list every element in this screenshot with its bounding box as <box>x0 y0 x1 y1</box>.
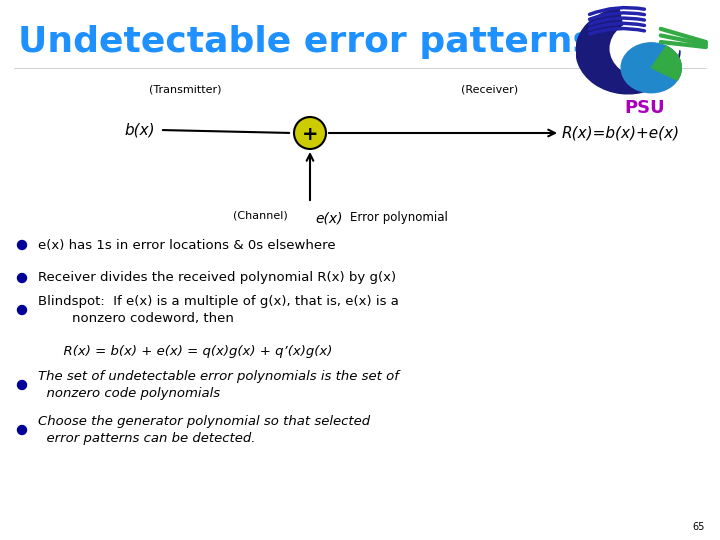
Circle shape <box>621 43 681 93</box>
Text: b(x): b(x) <box>125 123 155 138</box>
Circle shape <box>17 381 27 389</box>
Circle shape <box>294 117 326 149</box>
FancyArrowPatch shape <box>590 29 644 34</box>
Wedge shape <box>576 8 680 94</box>
Text: Receiver divides the received polynomial R(x) by g(x): Receiver divides the received polynomial… <box>38 272 396 285</box>
Text: e(x): e(x) <box>315 211 343 225</box>
Text: (Receiver): (Receiver) <box>462 85 518 95</box>
Wedge shape <box>652 46 681 80</box>
Text: +: + <box>302 125 318 144</box>
FancyArrowPatch shape <box>661 42 706 47</box>
Text: The set of undetectable error polynomials is the set of
  nonzero code polynomia: The set of undetectable error polynomial… <box>38 370 399 400</box>
Text: R(x)=b(x)+e(x): R(x)=b(x)+e(x) <box>562 125 680 140</box>
Circle shape <box>17 426 27 435</box>
FancyArrowPatch shape <box>590 8 644 15</box>
Text: Choose the generator polynomial so that selected
  error patterns can be detecte: Choose the generator polynomial so that … <box>38 415 370 446</box>
FancyArrowPatch shape <box>590 18 644 24</box>
Circle shape <box>17 306 27 314</box>
FancyArrowPatch shape <box>661 29 706 42</box>
Text: Undetectable error patterns: Undetectable error patterns <box>18 25 594 59</box>
Text: PSU: PSU <box>624 98 665 117</box>
Text: R(x) = b(x) + e(x) = q(x)g(x) + q’(x)g(x): R(x) = b(x) + e(x) = q(x)g(x) + q’(x)g(x… <box>38 346 333 359</box>
FancyArrowPatch shape <box>590 23 644 29</box>
FancyArrowPatch shape <box>590 13 644 19</box>
Text: 65: 65 <box>693 522 705 532</box>
Text: Blindspot:  If e(x) is a multiple of g(x), that is, e(x) is a
        nonzero co: Blindspot: If e(x) is a multiple of g(x)… <box>38 295 399 325</box>
Text: Error polynomial: Error polynomial <box>350 211 448 224</box>
Circle shape <box>17 240 27 249</box>
Text: (Transmitter): (Transmitter) <box>149 85 221 95</box>
Circle shape <box>17 273 27 282</box>
FancyArrowPatch shape <box>661 36 706 44</box>
Text: (Channel): (Channel) <box>233 211 287 221</box>
Text: e(x) has 1s in error locations & 0s elsewhere: e(x) has 1s in error locations & 0s else… <box>38 239 336 252</box>
Circle shape <box>611 20 678 77</box>
